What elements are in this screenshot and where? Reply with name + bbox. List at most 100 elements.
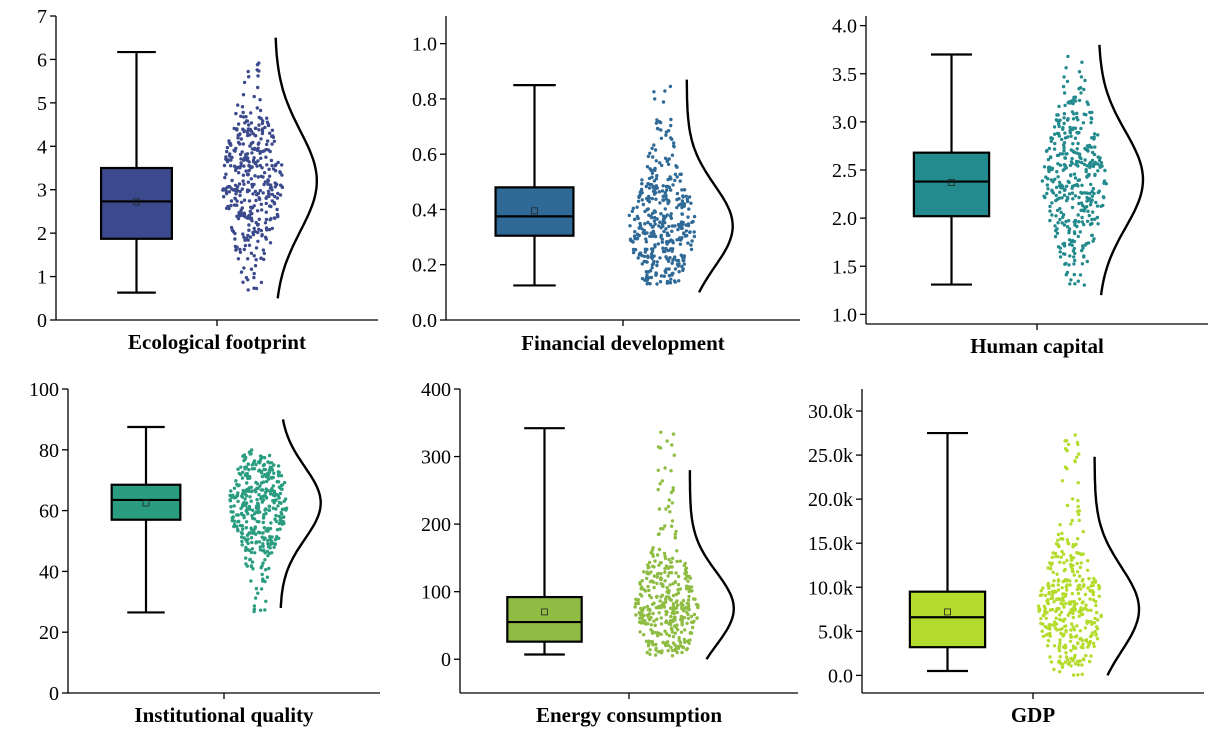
data-point xyxy=(271,484,275,488)
data-point xyxy=(261,516,266,520)
data-point xyxy=(640,610,644,614)
data-point xyxy=(655,263,659,268)
data-point xyxy=(228,142,233,146)
data-point xyxy=(1071,149,1076,154)
data-point xyxy=(257,61,261,65)
data-point xyxy=(1068,128,1072,133)
data-point xyxy=(675,258,679,263)
data-point xyxy=(255,482,260,486)
data-point xyxy=(247,75,251,79)
data-point xyxy=(277,514,281,518)
data-point xyxy=(692,214,697,219)
y-tick-label: 100 xyxy=(29,379,59,401)
data-point xyxy=(670,261,674,265)
data-point xyxy=(1066,117,1070,121)
data-point xyxy=(1062,605,1066,609)
data-point xyxy=(225,149,229,154)
data-point xyxy=(1070,161,1075,166)
data-point xyxy=(1071,197,1075,201)
data-point xyxy=(271,134,275,138)
data-point xyxy=(1070,610,1075,615)
data-point xyxy=(1058,255,1063,259)
data-point xyxy=(672,279,677,283)
data-point xyxy=(259,137,263,141)
data-point xyxy=(245,509,249,514)
data-point xyxy=(673,532,677,536)
data-point xyxy=(1076,160,1080,164)
data-point xyxy=(248,557,252,561)
data-point xyxy=(245,506,250,511)
y-tick-label: 2.0 xyxy=(832,208,857,230)
data-point xyxy=(265,120,270,124)
data-point xyxy=(282,499,286,503)
data-point xyxy=(650,171,655,175)
data-point xyxy=(680,226,684,231)
data-point xyxy=(1064,219,1068,224)
data-point xyxy=(647,196,651,200)
data-point xyxy=(1046,639,1051,643)
data-point xyxy=(1063,594,1068,598)
data-point xyxy=(1063,617,1067,621)
data-point xyxy=(280,185,285,190)
data-point xyxy=(222,163,227,168)
data-point xyxy=(666,184,670,189)
data-point xyxy=(666,504,671,509)
data-point xyxy=(653,245,657,249)
data-point xyxy=(1094,599,1098,604)
data-point xyxy=(251,516,255,520)
data-point xyxy=(1076,279,1081,283)
data-point xyxy=(655,217,659,221)
data-point xyxy=(244,154,248,159)
data-point xyxy=(258,608,263,612)
data-point xyxy=(1048,655,1052,659)
data-point xyxy=(249,536,254,540)
data-point xyxy=(1096,162,1100,166)
data-point xyxy=(245,474,250,479)
data-point xyxy=(668,510,672,514)
data-point xyxy=(1091,210,1095,214)
data-point xyxy=(250,514,254,518)
data-point xyxy=(636,199,641,203)
data-point xyxy=(272,494,277,498)
data-point xyxy=(249,121,254,125)
data-point xyxy=(1069,134,1073,138)
data-point xyxy=(267,174,272,178)
data-point xyxy=(643,250,647,254)
data-point xyxy=(1069,565,1074,569)
data-point xyxy=(1054,118,1059,122)
data-point xyxy=(640,182,644,186)
data-point xyxy=(261,561,265,565)
data-point xyxy=(274,507,278,511)
data-point xyxy=(268,204,272,208)
data-point xyxy=(662,605,667,609)
data-point xyxy=(252,94,256,99)
data-point xyxy=(662,229,666,234)
data-point xyxy=(681,645,686,650)
data-point xyxy=(677,262,681,266)
data-point xyxy=(689,243,693,247)
data-point xyxy=(652,254,656,258)
data-point xyxy=(238,132,242,136)
data-point xyxy=(1046,566,1050,570)
data-point xyxy=(1084,638,1088,643)
data-point xyxy=(665,642,669,646)
data-point xyxy=(658,201,662,205)
data-point xyxy=(1073,95,1078,99)
data-point xyxy=(251,192,255,196)
data-point xyxy=(1049,563,1053,567)
data-point xyxy=(669,216,674,220)
data-point xyxy=(640,253,644,258)
data-point xyxy=(1048,218,1052,223)
data-point xyxy=(685,197,689,202)
data-point xyxy=(268,526,273,531)
data-point xyxy=(236,499,240,504)
data-point xyxy=(648,282,652,286)
iqr-box xyxy=(494,186,575,237)
data-point xyxy=(673,172,678,176)
data-point xyxy=(249,526,253,530)
data-point xyxy=(674,625,678,630)
data-point xyxy=(1061,662,1065,666)
data-point xyxy=(686,602,691,606)
data-point xyxy=(1090,110,1094,115)
data-point xyxy=(642,231,646,235)
